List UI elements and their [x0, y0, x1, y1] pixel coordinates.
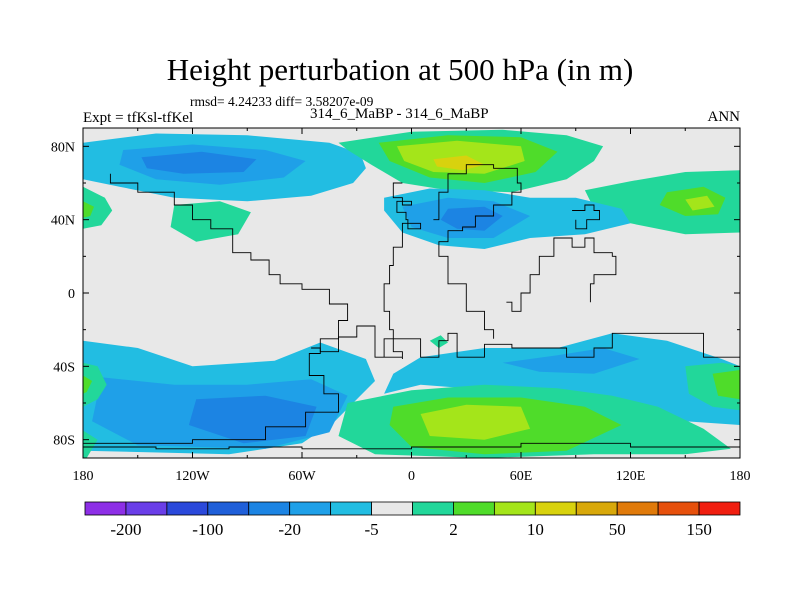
stats-text: rmsd= 4.24233 diff= 3.58207e-09	[190, 94, 374, 109]
colorbar-box-3	[207, 501, 250, 516]
coastline-3	[433, 164, 522, 339]
y-tick-label-0: 80N	[51, 140, 75, 155]
coastlines	[83, 164, 740, 450]
coastline-6	[383, 182, 422, 359]
contour-region-25	[83, 375, 93, 394]
y-tick-label-2: 0	[68, 287, 75, 302]
colorbar-label-3: -5	[364, 520, 378, 539]
x-tick-label-4: 60E	[510, 469, 533, 484]
contour-region-29	[83, 430, 98, 458]
colorbar-box-0	[84, 501, 127, 516]
contour-region-27	[712, 370, 740, 400]
contour-region-11	[83, 201, 94, 218]
colorbar-box-2	[166, 501, 209, 516]
coastline-5	[572, 204, 600, 230]
colorbar-label-6: 50	[609, 520, 626, 539]
colorbar-box-8	[412, 501, 454, 516]
contour-region-24	[83, 362, 107, 407]
x-axis: 180 120W 60W 0 60E 120E 180	[73, 128, 751, 484]
coastline-2	[83, 442, 740, 450]
coastline-0	[83, 173, 349, 444]
colorbar-box-11	[534, 501, 577, 516]
y-tick-label-1: 40N	[51, 214, 75, 229]
coastline-4	[506, 237, 617, 312]
contour-region-19	[384, 333, 740, 425]
y-tick-label-4: 80S	[53, 434, 75, 449]
x-tick-label-3: 0	[408, 469, 415, 484]
colorbar-box-13	[616, 501, 659, 516]
x-tick-label-5: 120E	[616, 469, 646, 484]
colorbar-box-12	[575, 501, 618, 516]
colorbar: -200 -100 -20 -5 2 10 50 150	[84, 501, 741, 539]
contour-region-20	[502, 348, 640, 374]
colorbar-label-0: -200	[110, 520, 141, 539]
x-tick-label-2: 60W	[288, 469, 316, 484]
colorbar-box-7	[371, 501, 413, 516]
y-axis: 80N 40N 0 40S 80S	[51, 140, 740, 449]
colorbar-label-7: 150	[686, 520, 712, 539]
center-label: 314_6_MaBP - 314_6_MaBP	[310, 106, 489, 122]
colorbar-label-2: -20	[278, 520, 301, 539]
contour-region-6	[433, 155, 485, 171]
chart-title: Height perturbation at 500 hPa (in m)	[166, 52, 634, 87]
colorbar-label-1: -100	[192, 520, 223, 539]
contour-region-2	[141, 151, 257, 174]
colorbar-label-5: 10	[527, 520, 544, 539]
colorbar-box-4	[248, 501, 291, 516]
right-label: ANN	[707, 109, 741, 125]
x-tick-label-6: 180	[730, 469, 751, 484]
contour-region-15	[440, 206, 503, 231]
coastline-1	[311, 325, 740, 358]
contour-region-10	[83, 186, 113, 229]
left-label: Expt = tfKsl-tfKel	[83, 110, 194, 126]
y-tick-label-3: 40S	[53, 360, 75, 375]
contour-region-23	[420, 404, 531, 440]
colorbar-box-14	[657, 501, 700, 516]
colorbar-box-15	[698, 501, 741, 516]
colorbar-box-5	[289, 501, 332, 516]
contour-region-18	[188, 395, 317, 444]
contour-region-9	[685, 195, 715, 211]
colorbar-box-9	[453, 501, 495, 516]
x-tick-label-1: 120W	[175, 469, 210, 484]
contour-fills	[83, 129, 740, 458]
colorbar-box-10	[493, 501, 536, 516]
colorbar-label-4: 2	[449, 520, 458, 539]
colorbar-box-1	[125, 501, 168, 516]
x-tick-label-0: 180	[73, 469, 94, 484]
colorbar-box-6	[330, 501, 372, 516]
